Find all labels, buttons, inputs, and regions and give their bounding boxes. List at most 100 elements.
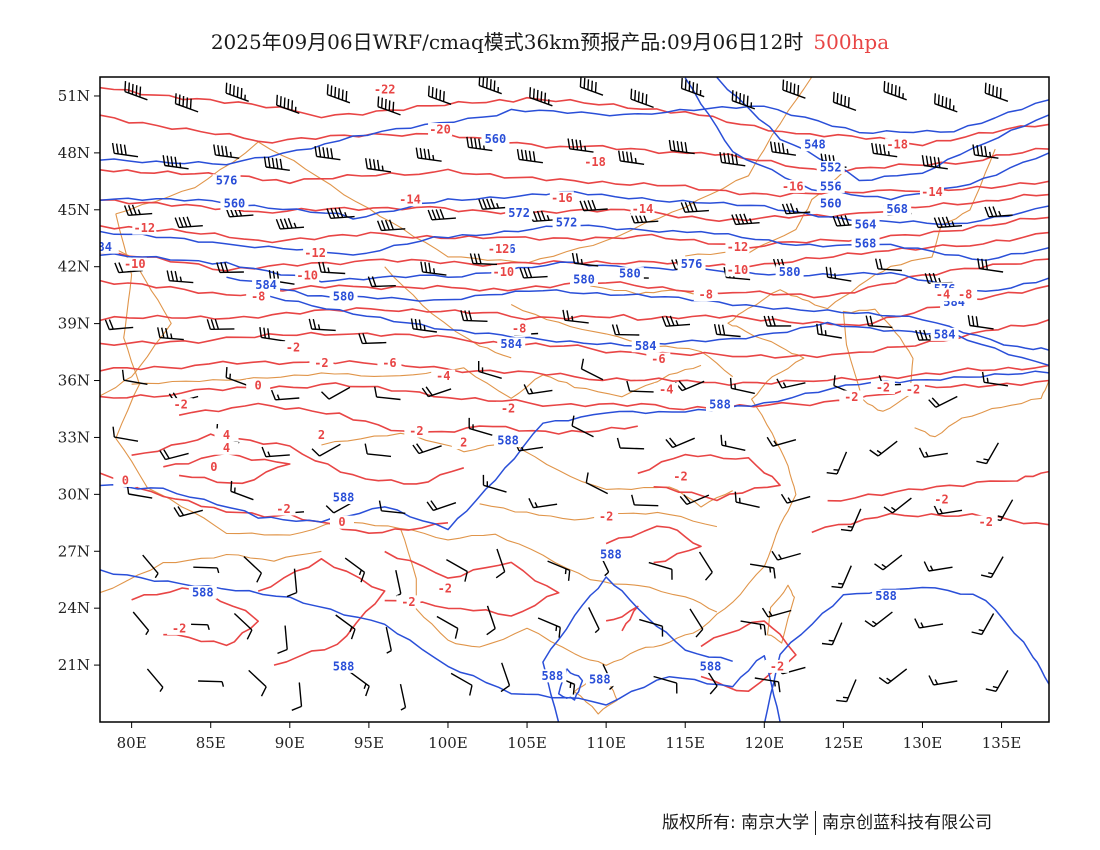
height-label-bg <box>883 202 912 216</box>
temperature-label-bg <box>404 424 429 438</box>
wind-barb <box>500 662 511 693</box>
temperature-contour-line <box>605 605 639 632</box>
temperature-contour-line <box>605 525 702 564</box>
temperature-contour-label: -6 <box>651 352 665 366</box>
wind-barb <box>630 88 654 109</box>
wind-barb <box>984 206 1013 218</box>
temperature-contour-label: 0 <box>338 515 345 529</box>
wind-barb <box>166 270 194 284</box>
height-label-bg <box>252 278 281 292</box>
map-frame <box>99 76 1050 723</box>
wind-barb <box>883 497 912 514</box>
temperature-label-bg <box>594 510 619 524</box>
temperature-label-bg <box>885 138 910 152</box>
temperature-contour-label: -2 <box>173 398 187 412</box>
wind-barb <box>668 139 695 155</box>
wind-barb <box>776 378 806 389</box>
copyright-footer: 版权所有: 南京大学 南京创蓝科技有限公司 <box>662 808 992 835</box>
wind-barb <box>216 262 244 274</box>
wind-barb <box>275 218 305 230</box>
height-contour-label: 588 <box>333 491 355 505</box>
height-contour-label: 588 <box>497 434 519 448</box>
height-label-bg <box>800 138 829 152</box>
wind-barb <box>385 626 392 654</box>
height-label-bg <box>775 265 804 279</box>
wind-barb <box>446 558 468 582</box>
wind-barb <box>132 611 150 636</box>
wind-barb <box>314 145 341 161</box>
wind-barb <box>460 310 488 322</box>
wind-barb <box>233 612 253 640</box>
temperature-contour-label: -22 <box>374 83 396 97</box>
wind-barb <box>450 672 473 696</box>
wind-barb <box>639 618 664 637</box>
wind-barb <box>921 155 948 170</box>
wind-barb <box>865 315 893 329</box>
wind-barb <box>689 608 704 638</box>
wind-barb <box>124 81 148 101</box>
height-label-bg <box>930 327 959 341</box>
height-contour-label: 580 <box>619 267 641 281</box>
wind-barb <box>766 436 797 447</box>
temperature-label-bg <box>309 356 334 370</box>
height-contour-label: 588 <box>589 673 611 687</box>
height-contour-label: 560 <box>485 132 507 146</box>
temperature-label-bg <box>900 382 925 396</box>
wind-barb <box>268 270 295 285</box>
temperature-label-bg <box>201 460 226 474</box>
wind-barb <box>112 426 139 442</box>
temperature-label-bg <box>870 381 895 395</box>
temperature-contour-label: 2 <box>460 436 467 450</box>
height-contour-label: 576 <box>681 257 703 271</box>
height-contour-label: 584 <box>635 339 657 353</box>
wind-barb <box>516 148 543 164</box>
wind-barb <box>157 327 184 341</box>
height-label-bg <box>100 240 119 254</box>
wind-barb <box>674 380 705 392</box>
wind-barb <box>934 93 958 113</box>
height-label-bg <box>329 289 358 303</box>
temperature-contour-label: 4 <box>223 441 230 455</box>
wind-barb <box>985 670 1009 692</box>
height-contour-label: 556 <box>820 179 842 193</box>
temperature-contour-label: -10 <box>296 269 318 283</box>
height-contour-label: 584 <box>934 327 956 341</box>
height-label-bg <box>872 589 901 603</box>
wind-barb <box>427 85 452 105</box>
wind-barb <box>468 417 493 436</box>
wind-barb <box>781 203 811 215</box>
temperature-label-bg <box>668 470 693 484</box>
wind-barb <box>878 668 908 685</box>
temperature-contour-label: -8 <box>958 288 972 302</box>
height-contour-label: 572 <box>556 215 578 229</box>
temperature-contour-label: -10 <box>727 263 749 277</box>
lat-tick-label: 33N <box>58 428 90 446</box>
height-contour-label: 588 <box>709 398 731 412</box>
temperature-contour-line <box>131 433 465 485</box>
lat-tick-label: 24N <box>58 599 90 617</box>
lon-tick-label: 90E <box>275 734 305 752</box>
temperature-contour-label: -2 <box>401 595 415 609</box>
wind-barb <box>918 447 948 458</box>
temperature-contour-label: -2 <box>314 356 328 370</box>
wind-barb <box>933 504 963 515</box>
lon-tick-label: 85E <box>196 734 226 752</box>
wind-barb <box>875 258 902 272</box>
height-label-bg <box>188 585 217 599</box>
temperature-label-bg <box>295 269 320 283</box>
height-contour-label: 568 <box>886 202 908 216</box>
temperature-contour-label: -12 <box>304 246 326 260</box>
height-label-bg <box>329 491 358 505</box>
wind-barb <box>344 557 366 583</box>
temperature-label-bg <box>953 288 978 302</box>
temperature-label-bg <box>280 341 305 355</box>
temperature-contour-label: -2 <box>934 492 948 506</box>
wind-barb <box>967 315 994 330</box>
wind-barb <box>611 324 640 336</box>
wind-barb <box>436 615 459 639</box>
wind-barb <box>230 480 254 501</box>
temperature-contour-label: -12 <box>133 221 155 235</box>
wind-barb <box>864 611 893 628</box>
temperature-contour-label: -14 <box>921 185 943 199</box>
wind-barb <box>928 395 958 408</box>
